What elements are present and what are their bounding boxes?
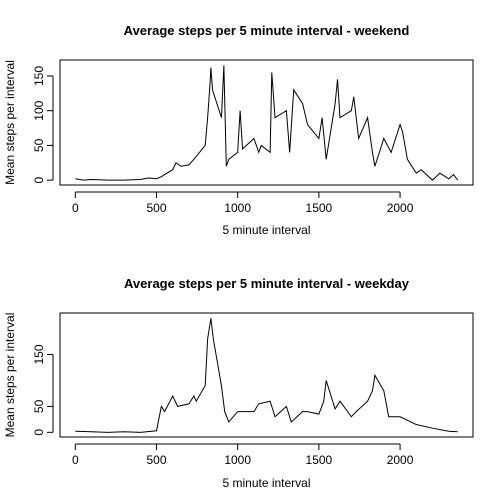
data-line (75, 318, 458, 433)
y-axis-label: Mean steps per interval (3, 313, 17, 438)
y-tick-label: 150 (32, 66, 46, 86)
x-tick-label: 2000 (387, 453, 414, 467)
chart-title: Average steps per 5 minute interval - we… (124, 276, 410, 291)
x-tick-label: 1000 (224, 201, 251, 215)
x-tick-label: 1500 (306, 201, 333, 215)
data-line (75, 65, 459, 181)
y-tick-label: 50 (32, 399, 46, 413)
y-tick-label: 0 (32, 176, 46, 183)
plot-box (59, 59, 474, 186)
chart-title: Average steps per 5 minute interval - we… (124, 23, 410, 38)
y-tick-label: 150 (32, 344, 46, 364)
x-tick-label: 1000 (224, 453, 251, 467)
x-tick-label: 1500 (306, 453, 333, 467)
x-axis-label: 5 minute interval (222, 476, 310, 490)
y-tick-label: 0 (32, 429, 46, 436)
y-axis-label: Mean steps per interval (3, 60, 17, 185)
y-tick-label: 50 (32, 138, 46, 152)
x-tick-label: 500 (146, 201, 166, 215)
plot-box (59, 312, 474, 438)
x-tick-label: 2000 (387, 201, 414, 215)
x-tick-label: 0 (72, 201, 79, 215)
y-tick-label: 100 (32, 100, 46, 120)
x-axis-label: 5 minute interval (222, 223, 310, 237)
x-tick-label: 0 (72, 453, 79, 467)
x-tick-label: 500 (146, 453, 166, 467)
